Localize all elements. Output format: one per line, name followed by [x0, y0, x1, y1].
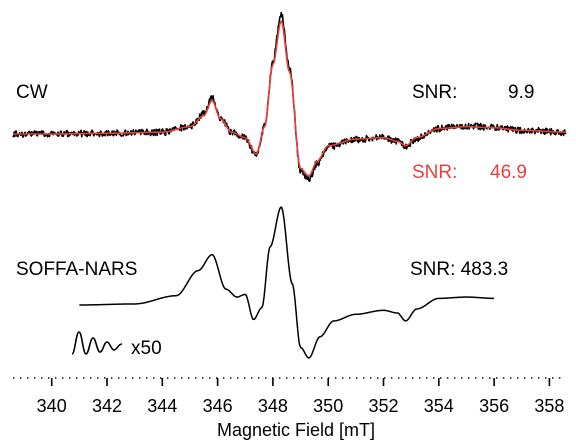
- scale-factor-label: x50: [131, 338, 162, 359]
- x-tick-label-354: 354: [424, 396, 454, 416]
- snr-fit-label: SNR:: [412, 162, 457, 183]
- cw-label: CW: [16, 82, 48, 103]
- series-line-soffa-nars: [79, 206, 495, 359]
- x-axis-label: Magnetic Field [mT]: [217, 420, 375, 440]
- scale-wave-icon: [71, 331, 123, 355]
- snr-nars-label: SNR: 483.3: [410, 259, 508, 280]
- soffa-nars-label: SOFFA-NARS: [16, 259, 137, 280]
- snr-cw-label: SNR:: [412, 82, 457, 103]
- snr-fit-value: 46.9: [490, 162, 527, 183]
- x-tick-label-352: 352: [368, 396, 398, 416]
- x-tick-label-348: 348: [258, 396, 288, 416]
- x-tick-label-344: 344: [147, 396, 177, 416]
- x-tick-label-356: 356: [479, 396, 509, 416]
- x-tick-label-346: 346: [203, 396, 233, 416]
- series-line-snr-fit: [13, 20, 567, 177]
- x-axis-ticks: 340 342 344 346 348 350 352 354 356 358: [37, 378, 564, 416]
- x-tick-label-358: 358: [534, 396, 564, 416]
- x-tick-label-342: 342: [92, 396, 122, 416]
- snr-cw-value: 9.9: [508, 82, 534, 103]
- series-line-cw: [12, 11, 567, 182]
- x-tick-label-340: 340: [37, 396, 67, 416]
- x-tick-label-350: 350: [313, 396, 343, 416]
- traces-layer: [12, 11, 567, 359]
